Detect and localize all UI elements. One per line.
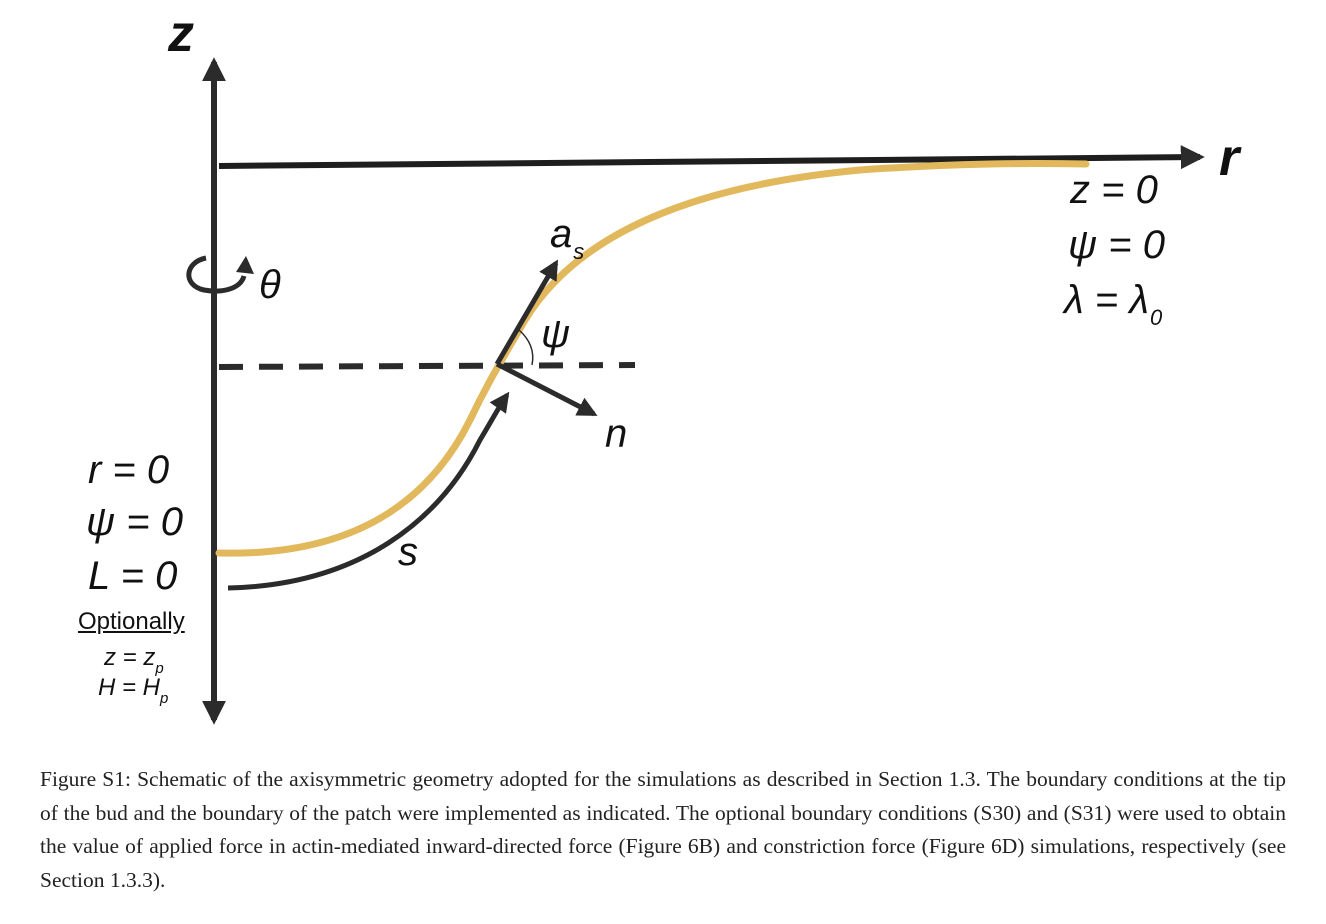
optional-heading: Optionally <box>78 608 185 635</box>
far-bc-lambda-subscript: 0 <box>1149 305 1163 330</box>
rotation-arrow-icon <box>186 255 247 294</box>
tip-bc-L: L = 0 <box>88 554 178 598</box>
tip-bc-psi: ψ = 0 <box>86 500 183 544</box>
optional-z-condition: z = zp <box>104 644 164 677</box>
far-bc-psi: ψ = 0 <box>1068 223 1165 267</box>
optional-h-subscript: p <box>160 690 169 707</box>
arc-length-arrow <box>227 391 510 591</box>
theta-label: θ <box>259 263 281 307</box>
optional-h-main: H = H <box>98 674 161 701</box>
schematic-figure: z r θ as ψ n s z = 0 ψ = 0 λ = λ0 r = 0 … <box>78 5 1240 725</box>
far-bc-lambda: λ = λ0 <box>1064 278 1162 329</box>
normal-vector-arrow <box>495 361 598 417</box>
tangent-vector-subscript: s <box>573 239 585 264</box>
psi-angle-label: ψ <box>541 312 571 356</box>
z-axis-label: z <box>168 5 194 63</box>
far-bc-z: z = 0 <box>1070 168 1158 212</box>
normal-vector-label: n <box>605 412 628 456</box>
tangent-vector-arrow <box>494 259 559 366</box>
figure-caption: Figure S1: Schematic of the axisymmetric… <box>40 767 1286 892</box>
arc-length-label: s <box>398 530 418 574</box>
schematic-drawing <box>186 57 1205 725</box>
tip-bc-r: r = 0 <box>88 448 170 492</box>
dashed-reference-line <box>218 362 636 370</box>
rotation-arrowhead-icon <box>236 256 254 274</box>
r-axis-label: r <box>1219 129 1240 187</box>
optional-z-main: z = z <box>104 644 156 671</box>
far-bc-lambda-main: λ = λ <box>1064 278 1149 322</box>
optional-z-subscript: p <box>155 660 164 677</box>
optional-h-condition: H = Hp <box>98 674 168 707</box>
tangent-vector-main: a <box>550 212 573 256</box>
membrane-profile-curve <box>215 160 1090 557</box>
tangent-vector-label: as <box>550 212 584 263</box>
psi-angle-arc <box>518 329 534 366</box>
r-axis-line <box>218 145 1205 170</box>
